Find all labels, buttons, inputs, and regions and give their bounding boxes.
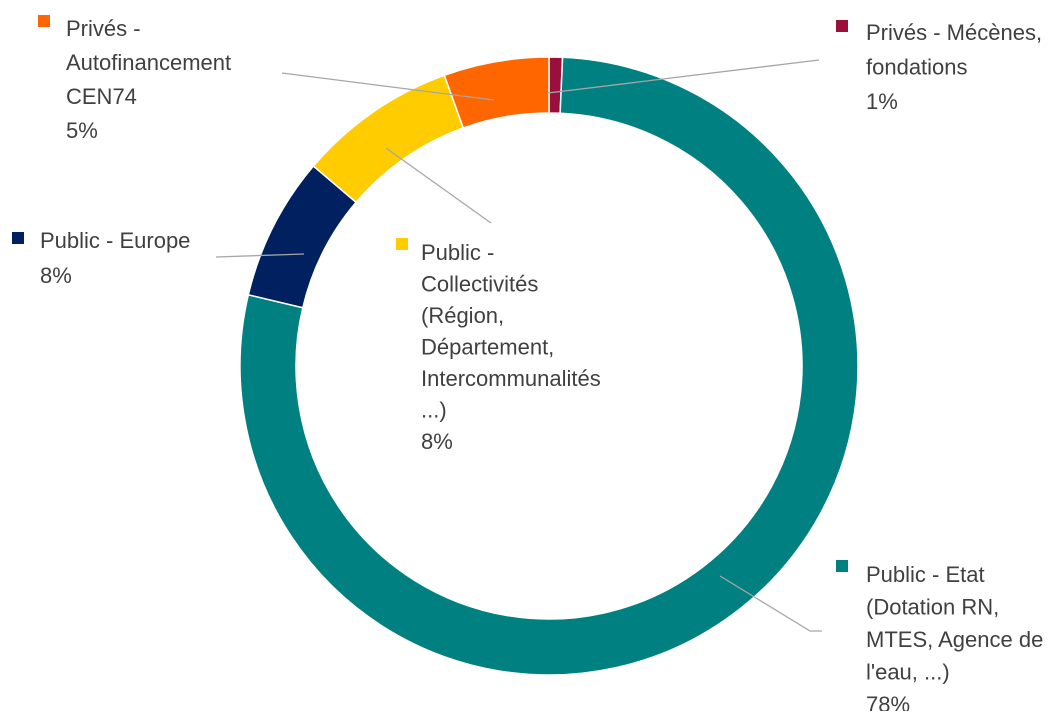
leader-line-2 — [215, 253, 305, 258]
label-key-square-3 — [396, 238, 408, 250]
data-label-percent: 8% — [421, 429, 453, 454]
data-label-text: (Dotation RN, — [866, 595, 999, 620]
data-label-text: Public - Etat — [866, 562, 985, 587]
data-label-percent: 78% — [866, 692, 910, 711]
data-labels-group: Privés - Mécènes, fondations 1% Public - Et… — [12, 15, 1043, 716]
slices-group — [239, 56, 859, 676]
leader-line-0 — [547, 59, 820, 94]
slice-public-3 — [312, 74, 465, 204]
data-label-text: Privés - Mécènes, — [866, 20, 1042, 45]
label-key-square-0 — [836, 20, 848, 32]
data-label-text: Collectivités — [421, 272, 538, 297]
data-label-text: Public - — [421, 240, 494, 265]
data-label-percent: 5% — [66, 118, 98, 143]
data-label-text: Public - Europe — [40, 228, 190, 253]
data-label-text: MTES, Agence de — [866, 627, 1043, 652]
data-label-percent: 1% — [866, 89, 898, 114]
data-label-text: l'eau, ...) — [866, 660, 950, 685]
data-label-text: Autofinancement — [66, 50, 231, 75]
label-key-square-1 — [836, 560, 848, 572]
data-label-text: Département, — [421, 335, 554, 360]
data-label-text: (Région, — [421, 303, 504, 328]
leader-line-4 — [281, 72, 495, 101]
slice-public-etat-1 — [239, 56, 859, 676]
data-label-text: ...) — [421, 398, 447, 423]
leader-lines-group — [215, 59, 822, 632]
data-label-text: Privés - — [66, 16, 141, 41]
leader-line-1 — [719, 575, 822, 632]
data-label-text: fondations — [866, 55, 968, 80]
data-label-text: Intercommunalités — [421, 366, 601, 391]
label-key-square-2 — [12, 232, 24, 244]
label-key-square-4 — [38, 15, 50, 27]
data-label-text: CEN74 — [66, 84, 137, 109]
slice-prives-4 — [443, 56, 550, 129]
leader-line-3 — [385, 147, 492, 224]
data-label-percent: 8% — [40, 263, 72, 288]
